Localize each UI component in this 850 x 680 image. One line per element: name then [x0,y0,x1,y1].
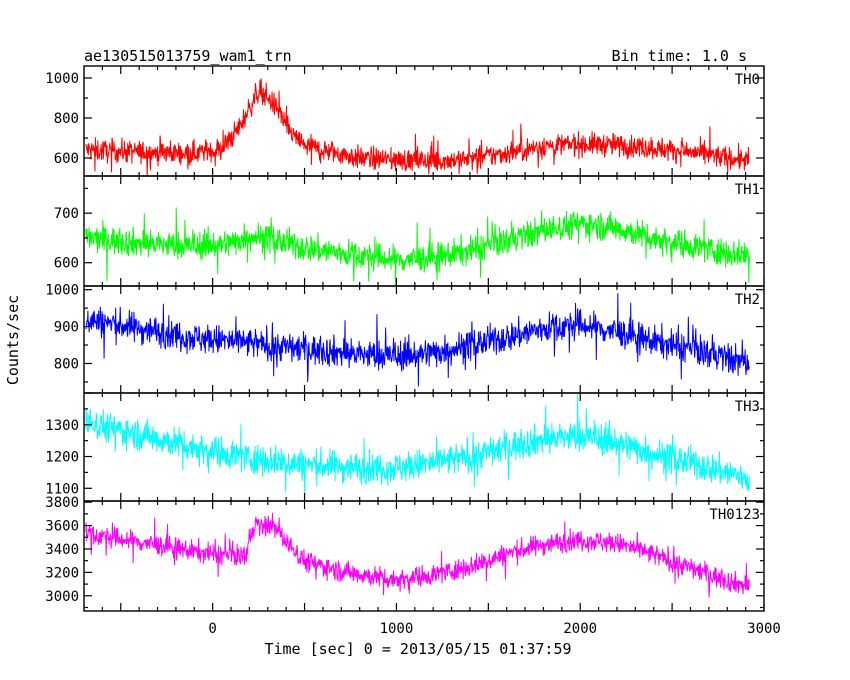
x-tick-label: 1000 [380,621,414,637]
x-tick-label: 3000 [747,621,781,637]
panel-label-th3: TH3 [735,399,760,415]
series-th1 [85,207,750,286]
panels-group: TH0 600 800 1000 TH1 600 700 TH2 800 900 1000 TH3 11… [45,65,781,637]
y-tick-label: 3600 [45,519,79,535]
series-th3 [85,394,750,501]
panel-frame-th0123 [83,500,765,612]
y-tick-label: 1000 [45,71,79,87]
x-axis-label: Time [sec] 0 = 2013/05/15 01:37:59 [264,640,571,658]
series-th0123 [85,512,750,598]
series-th0 [85,78,750,176]
x-tick-label: 0 [208,621,216,637]
panel-label-th2: TH2 [735,292,760,308]
y-tick-label: 1100 [45,481,79,497]
panel-label-th1: TH1 [735,182,760,198]
y-tick-label: 3200 [45,565,79,581]
y-tick-label: 600 [54,256,79,272]
panel-label-th0: TH0 [735,72,760,88]
y-tick-label: 3800 [45,495,79,511]
y-tick-label: 900 [54,320,79,336]
y-axis-label: Counts/sec [4,295,22,385]
panel-frame-th0 [83,65,765,177]
series-th2 [85,293,750,387]
y-tick-label: 600 [54,151,79,167]
y-tick-label: 1300 [45,418,79,434]
y-tick-label: 700 [54,206,79,222]
y-tick-label: 3400 [45,542,79,558]
y-tick-label: 3000 [45,589,79,605]
y-tick-label: 1200 [45,450,79,466]
x-tick-label: 2000 [563,621,597,637]
y-tick-label: 1000 [45,283,79,299]
panel-label-th0123: TH0123 [709,507,760,523]
y-tick-label: 800 [54,111,79,127]
y-tick-label: 800 [54,356,79,372]
plot-title: ae130515013759_wam1_trn [84,47,292,65]
bin-time-label: Bin time: 1.0 s [612,47,747,65]
